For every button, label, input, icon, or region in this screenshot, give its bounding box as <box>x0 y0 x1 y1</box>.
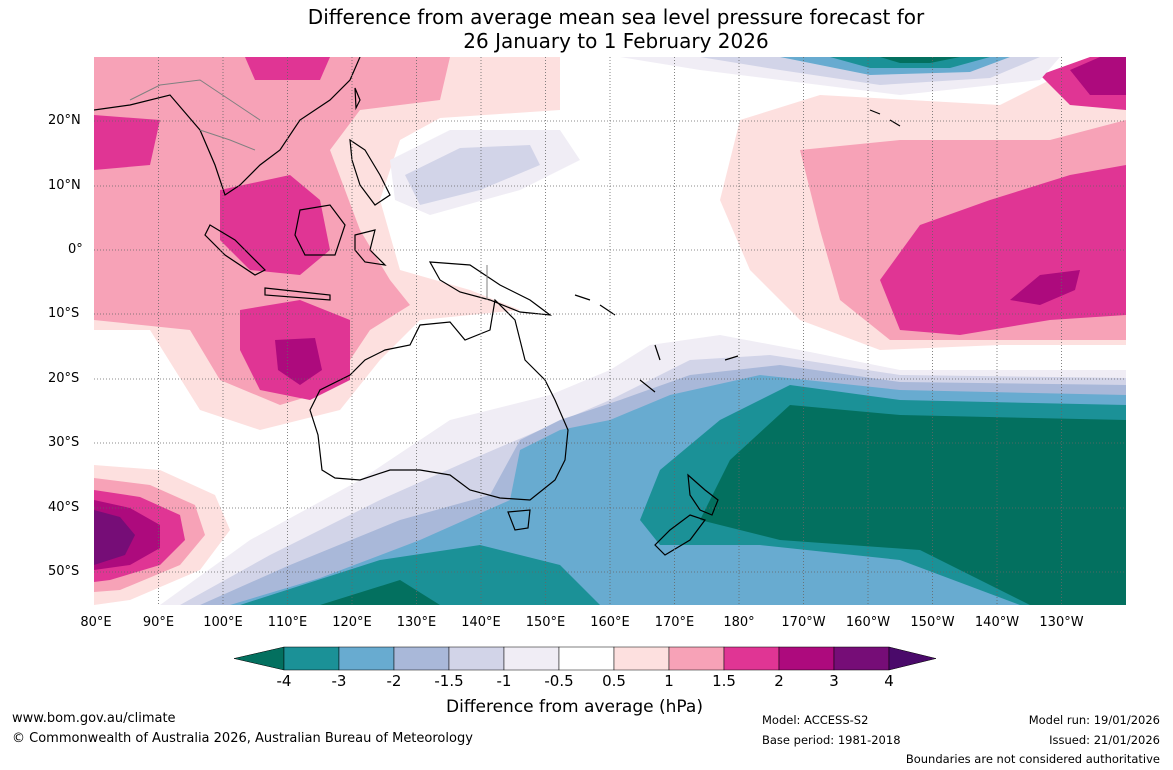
colorbar-extend-low <box>233 646 285 671</box>
x-tick-label: 90°E <box>142 615 175 630</box>
colorbar-tick-label: -4 <box>276 672 292 690</box>
anomaly-band-pos-3-so <box>94 510 135 565</box>
x-tick-label: 110°E <box>267 615 308 630</box>
border-lines <box>129 79 488 300</box>
issued-date: Issued: 21/01/2026 <box>1049 733 1160 747</box>
colorbar-tick-label: -0.5 <box>544 672 574 690</box>
anomaly-band-pos-2 <box>275 338 322 385</box>
borneo-coast <box>294 204 346 256</box>
anomaly-band-neg-4-n <box>880 57 960 63</box>
colorbar-tick-label: -1 <box>496 672 512 690</box>
colorbar-cell <box>338 646 395 671</box>
colorbar-tick-label: 1.5 <box>712 672 736 690</box>
colorbar-cell <box>558 646 615 671</box>
colorbar-cell <box>503 646 560 671</box>
colorbar-tick-label: 3 <box>829 672 839 690</box>
x-tick-label: 130°W <box>1039 615 1084 630</box>
colorbar-tick-label: -2 <box>386 672 402 690</box>
anomaly-band-pos-2-pac <box>1010 270 1080 305</box>
asia-coast <box>94 57 361 196</box>
colorbar-cell <box>613 646 670 671</box>
nz-north-coast <box>687 473 719 516</box>
chart-title-line1: Difference from average mean sea level p… <box>307 5 925 29</box>
y-tick-label: 10°S <box>48 306 80 321</box>
solomons-coast <box>574 294 616 316</box>
copyright-text: © Commonwealth of Australia 2026, Austra… <box>12 731 473 746</box>
y-tick-label: 30°S <box>48 435 80 450</box>
sumatra-coast <box>204 224 267 276</box>
y-tick-label: 20°S <box>48 371 80 386</box>
colorbar-tick-label: 2 <box>774 672 784 690</box>
x-tick-label: 150°E <box>525 615 566 630</box>
new-guinea-coast <box>428 261 553 316</box>
hawaii-coast <box>869 109 901 127</box>
colorbar-label: Difference from average (hPa) <box>446 697 703 717</box>
boundary-disclaimer: Boundaries are not considered authoritat… <box>905 752 1160 766</box>
colorbar-tick-label: -3 <box>331 672 347 690</box>
colorbar-cell <box>668 646 725 671</box>
model-run-date: Model run: 19/01/2026 <box>1028 713 1160 727</box>
fiji-coast <box>639 355 739 393</box>
colorbar-tick-label: -1.5 <box>434 672 464 690</box>
philippines-coast <box>349 138 391 206</box>
colorbar-cell <box>283 646 340 671</box>
colorbar-cell <box>778 646 835 671</box>
x-tick-label: 180° <box>723 615 755 630</box>
colorbar-extend-high <box>888 646 937 671</box>
x-tick-label: 80°E <box>80 615 112 630</box>
x-tick-label: 170°W <box>781 615 826 630</box>
anomaly-band-neg-1p5-trop <box>405 145 540 205</box>
x-tick-label: 170°E <box>654 615 695 630</box>
y-tick-label: 0° <box>68 242 83 257</box>
base-period: Base period: 1981-2018 <box>762 733 901 747</box>
colorbar-tick-label: 0.5 <box>602 672 626 690</box>
taiwan-coast <box>354 87 361 111</box>
website-link[interactable]: www.bom.gov.au/climate <box>12 711 176 726</box>
x-tick-label: 100°E <box>203 615 243 630</box>
coastlines <box>94 57 901 556</box>
colorbar-tick-label: 4 <box>884 672 894 690</box>
anomaly-band-pos-1p5-d <box>245 57 330 80</box>
y-tick-label: 50°S <box>48 564 80 579</box>
x-tick-label: 120°E <box>332 615 372 630</box>
chart-title-line2: 26 January to 1 February 2026 <box>463 29 769 53</box>
colorbar-cell <box>448 646 505 671</box>
colorbar-cell <box>723 646 780 671</box>
australia-coast <box>309 298 569 501</box>
java-coast <box>264 287 331 301</box>
x-tick-label: 140°E <box>461 615 501 630</box>
anomaly-band-pos-2-pac-n <box>1070 57 1126 95</box>
anomaly-band-neg-4-s <box>320 405 1126 605</box>
colorbar-cell <box>833 646 890 671</box>
vanuatu-coast <box>654 344 661 361</box>
y-tick-label: 10°N <box>48 178 81 193</box>
nz-south-coast <box>654 514 706 556</box>
x-tick-label: 140°W <box>974 615 1020 630</box>
model-name: Model: ACCESS-S2 <box>762 713 869 727</box>
colorbar-tick-label: 1 <box>664 672 674 690</box>
colorbar-cell <box>393 646 450 671</box>
country-borders <box>129 79 488 300</box>
y-tick-label: 20°N <box>48 113 81 128</box>
x-tick-label: 130°E <box>396 615 437 630</box>
x-tick-label: 160°E <box>590 615 630 630</box>
anomaly-band-pos-1p5-c <box>94 115 160 170</box>
x-tick-label: 150°W <box>910 615 955 630</box>
tasmania-coast <box>507 509 531 531</box>
y-tick-label: 40°S <box>48 500 80 515</box>
gridlines <box>94 57 1126 605</box>
x-tick-label: 160°W <box>845 615 891 630</box>
